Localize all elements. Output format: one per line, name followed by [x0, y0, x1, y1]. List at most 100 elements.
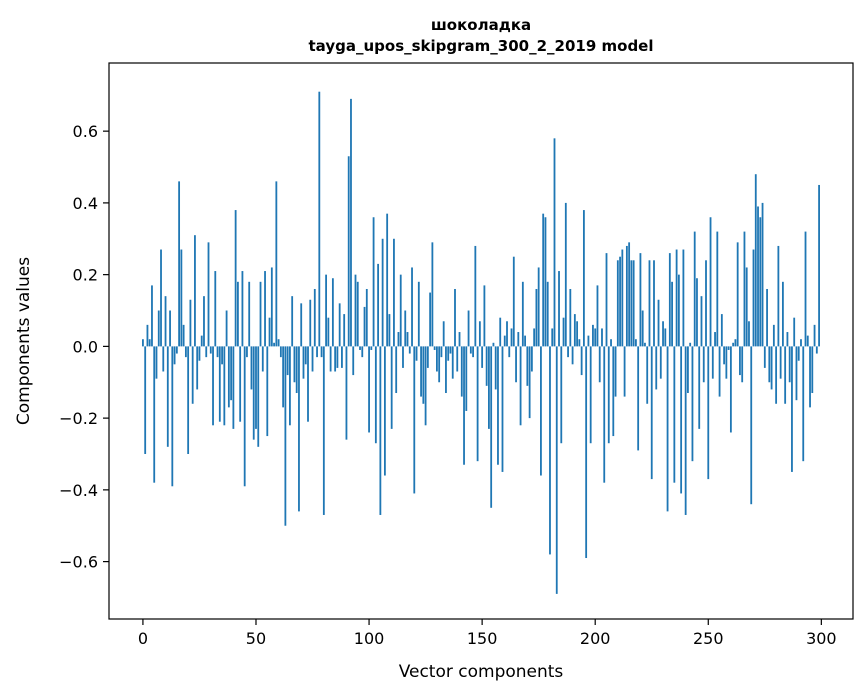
- bar-component-104: [377, 263, 380, 347]
- bar-component-124: [422, 346, 425, 404]
- bar-component-236: [675, 249, 678, 347]
- bar-component-129: [433, 346, 436, 350]
- bar-component-2: [146, 324, 149, 347]
- bar-component-93: [352, 346, 355, 376]
- bar-component-139: [456, 346, 459, 372]
- bar-component-246: [698, 346, 701, 429]
- bar-component-160: [503, 335, 506, 347]
- bar-component-24: [196, 346, 199, 390]
- bar-component-30: [209, 346, 212, 354]
- bar-component-69: [298, 346, 300, 512]
- bar-component-221: [641, 310, 644, 347]
- bar-component-272: [757, 206, 759, 347]
- bar-component-52: [259, 281, 262, 347]
- bar-series: [142, 91, 820, 594]
- bar-component-283: [781, 281, 784, 347]
- bar-component-4: [151, 285, 153, 347]
- bar-component-80: [322, 346, 325, 515]
- bar-component-244: [693, 231, 696, 347]
- bar-component-88: [341, 346, 343, 368]
- bar-component-205: [605, 253, 608, 347]
- bar-component-228: [657, 299, 660, 347]
- bar-component-20: [187, 346, 190, 454]
- y-tick-label: 0.0: [73, 337, 98, 356]
- bar-component-177: [542, 213, 545, 347]
- bar-component-63: [284, 346, 287, 526]
- bar-component-259: [727, 346, 730, 350]
- bar-component-14: [173, 346, 176, 365]
- bar-component-97: [361, 346, 364, 358]
- bar-component-166: [517, 332, 520, 347]
- bar-component-262: [734, 339, 737, 347]
- bar-component-174: [535, 288, 538, 347]
- bar-component-204: [603, 346, 606, 483]
- bar-component-263: [736, 242, 739, 347]
- bar-component-261: [732, 342, 735, 347]
- bar-component-130: [436, 346, 438, 372]
- bar-component-243: [691, 346, 694, 462]
- bar-component-105: [379, 346, 382, 515]
- bar-component-34: [218, 346, 221, 422]
- bar-component-208: [612, 346, 615, 437]
- bar-component-5: [153, 346, 156, 483]
- bar-component-111: [393, 238, 395, 347]
- bar-component-260: [729, 346, 732, 433]
- bar-component-164: [512, 256, 515, 347]
- bar-component-201: [596, 285, 599, 347]
- bar-component-235: [673, 346, 676, 483]
- bar-component-45: [243, 346, 246, 487]
- bar-component-13: [171, 346, 174, 487]
- bar-component-284: [784, 346, 787, 404]
- bar-component-86: [336, 346, 339, 368]
- bar-component-42: [237, 281, 239, 347]
- y-axis-label: Components values: [14, 257, 34, 425]
- bar-component-135: [447, 346, 450, 361]
- bar-component-29: [207, 242, 210, 347]
- bar-component-117: [406, 332, 409, 347]
- bar-component-279: [772, 324, 775, 347]
- bar-component-163: [510, 328, 513, 347]
- bar-component-53: [261, 346, 264, 372]
- bar-component-103: [374, 346, 377, 444]
- bar-component-187: [564, 202, 567, 347]
- bar-component-150: [481, 346, 484, 368]
- bar-component-206: [607, 346, 610, 444]
- plot-area-frame: [108, 62, 854, 620]
- bar-component-122: [417, 281, 420, 347]
- bar-component-9: [162, 346, 165, 372]
- bar-component-251: [709, 217, 712, 347]
- bar-component-3: [148, 339, 151, 347]
- bar-component-217: [632, 260, 635, 347]
- bar-component-178: [544, 217, 547, 347]
- x-tick-label: 0: [138, 629, 148, 648]
- bar-component-227: [655, 346, 658, 390]
- bar-component-102: [372, 217, 375, 347]
- bar-component-264: [739, 346, 741, 376]
- bar-component-162: [508, 346, 511, 358]
- bar-component-32: [214, 271, 217, 347]
- bar-component-265: [741, 346, 744, 383]
- bar-component-289: [795, 346, 798, 401]
- bar-component-242: [689, 342, 692, 347]
- bar-component-286: [788, 346, 791, 383]
- bar-component-108: [386, 213, 389, 347]
- bar-component-170: [526, 346, 529, 386]
- bar-component-83: [329, 346, 332, 372]
- y-tick-label: −0.2: [59, 409, 98, 428]
- x-axis: 0 50 100 150 200 250 300: [138, 619, 837, 648]
- bar-component-285: [786, 332, 789, 347]
- bar-component-180: [549, 346, 551, 555]
- y-tick-label: 0.2: [73, 266, 98, 285]
- bar-component-61: [279, 346, 282, 358]
- bar-component-245: [696, 278, 698, 347]
- bar-component-134: [445, 346, 447, 394]
- bar-component-116: [404, 310, 407, 347]
- bar-component-43: [239, 346, 242, 422]
- bar-component-144: [467, 310, 470, 347]
- bar-component-57: [270, 267, 273, 347]
- bar-component-12: [169, 310, 171, 347]
- bar-component-280: [775, 346, 778, 404]
- bar-component-247: [700, 296, 703, 347]
- bar-component-37: [225, 310, 228, 347]
- bar-component-254: [716, 231, 719, 347]
